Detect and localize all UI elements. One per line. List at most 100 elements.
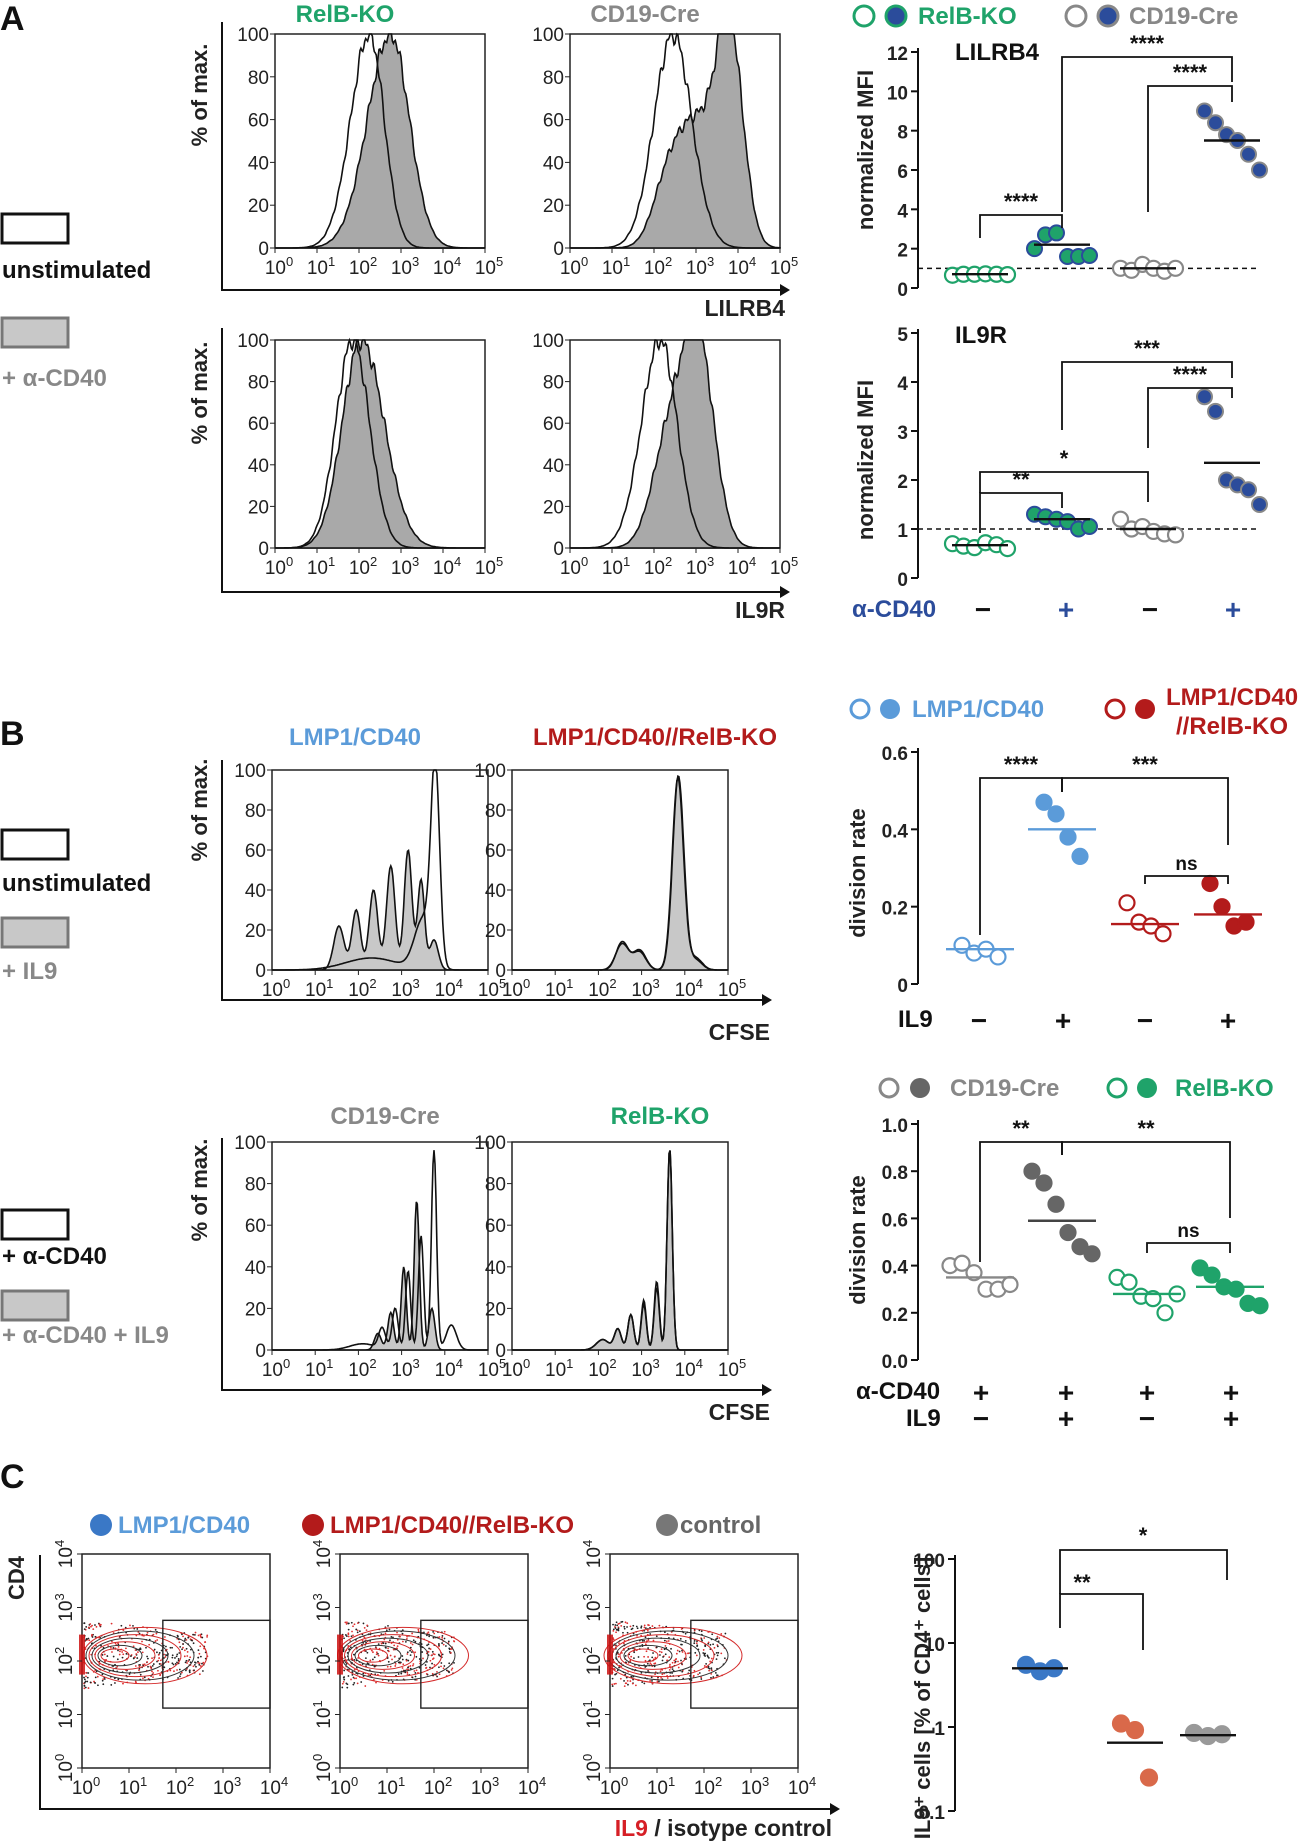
event-dot <box>417 1630 420 1633</box>
event-dot <box>373 1656 376 1659</box>
legend-marker-relb-open <box>852 4 876 28</box>
y-tick-label: 20 <box>245 921 266 942</box>
event-dot <box>192 1633 194 1636</box>
x-tick-label: 104 <box>728 254 756 279</box>
arrow-b-top <box>762 994 772 1006</box>
event-dot <box>347 1675 350 1677</box>
significance-bracket <box>1059 1593 1144 1650</box>
event-dot <box>704 1655 706 1657</box>
event-dot <box>185 1638 188 1641</box>
y-tick-label: 0 <box>495 961 506 982</box>
y-tick-label: 20 <box>543 196 564 217</box>
event-dot <box>357 1622 359 1625</box>
event-dot <box>174 1657 176 1659</box>
event-dot <box>84 1680 87 1683</box>
data-point <box>1048 224 1065 242</box>
event-dot <box>345 1623 348 1625</box>
event-dot <box>387 1647 390 1650</box>
event-dot <box>181 1648 183 1651</box>
event-dot <box>412 1639 415 1642</box>
event-dot <box>666 1659 668 1662</box>
event-dot <box>86 1676 89 1679</box>
event-dot <box>87 1672 90 1674</box>
event-dot <box>441 1642 444 1644</box>
event-dot <box>436 1675 438 1678</box>
event-dot <box>693 1642 696 1645</box>
event-dot <box>636 1634 638 1637</box>
sign-b2-r1-3: + <box>1139 1377 1155 1408</box>
event-dot <box>706 1655 709 1658</box>
event-dot <box>145 1646 147 1649</box>
event-dot <box>710 1667 713 1670</box>
event-dot <box>150 1667 153 1670</box>
event-dot <box>717 1651 720 1654</box>
event-dot <box>356 1631 359 1634</box>
dot-ylabel-b-bottom: division rate <box>845 1175 870 1305</box>
x-tick-label: 101 <box>545 976 573 1001</box>
event-dot <box>688 1669 691 1672</box>
event-dot <box>102 1678 105 1681</box>
event-dot <box>716 1674 718 1677</box>
event-dot <box>95 1625 98 1628</box>
x-tick-label: 104 <box>435 976 463 1001</box>
event-dot <box>171 1662 174 1665</box>
contour-line <box>100 1648 130 1663</box>
event-dot <box>141 1651 144 1654</box>
legend-marker-lmp1-relb-open <box>1104 698 1126 720</box>
event-dot <box>185 1659 188 1662</box>
legend-swatch-b-acd40-il9 <box>0 1289 70 1322</box>
event-dot <box>669 1663 671 1666</box>
event-dot <box>343 1659 346 1662</box>
event-dot <box>453 1661 455 1664</box>
event-dot <box>194 1631 197 1634</box>
event-dot <box>654 1673 657 1676</box>
event-dot <box>159 1659 162 1662</box>
event-dot <box>652 1639 655 1642</box>
event-dot <box>417 1628 420 1631</box>
xlabel-il9r: IL9R <box>735 597 785 623</box>
significance-bracket <box>1144 875 1229 884</box>
event-dot <box>352 1683 355 1686</box>
event-dot <box>428 1635 431 1638</box>
event-dot <box>176 1634 179 1637</box>
event-dot <box>633 1657 635 1660</box>
legend-marker-c-lmp1 <box>90 1514 112 1536</box>
event-dot <box>615 1631 617 1634</box>
event-dot <box>201 1662 203 1665</box>
significance-label: ** <box>1073 1570 1091 1595</box>
legend-marker-cre-filled <box>1096 4 1120 28</box>
data-point <box>1201 874 1219 893</box>
event-dot <box>189 1648 192 1651</box>
event-dot <box>640 1625 643 1628</box>
event-dot <box>409 1654 412 1657</box>
event-dot <box>149 1665 152 1668</box>
event-dot <box>411 1664 414 1667</box>
axis-a-top <box>221 22 780 291</box>
event-dot <box>180 1671 183 1674</box>
event-dot <box>411 1632 414 1635</box>
event-dot <box>98 1623 101 1626</box>
event-dot <box>104 1660 106 1663</box>
data-point <box>1026 240 1043 258</box>
event-dot <box>386 1665 389 1668</box>
event-dot <box>624 1682 627 1685</box>
hist-curve-stim <box>570 339 780 549</box>
significance-bracket <box>1147 85 1233 212</box>
event-dot <box>712 1643 715 1646</box>
event-dot <box>651 1625 654 1627</box>
event-dot <box>714 1672 717 1674</box>
event-dot <box>110 1684 113 1686</box>
significance-label: ** <box>1012 1116 1030 1141</box>
y-tick-label: 20 <box>245 1299 266 1320</box>
event-dot <box>677 1660 679 1663</box>
event-dot <box>663 1639 666 1642</box>
event-dot <box>661 1659 664 1662</box>
event-dot <box>687 1652 690 1655</box>
y-tick-label: 80 <box>248 68 269 89</box>
data-point <box>1083 1245 1101 1263</box>
event-dot <box>182 1635 184 1638</box>
event-dot <box>195 1665 197 1668</box>
event-dot <box>344 1621 347 1624</box>
event-dot <box>197 1656 200 1659</box>
